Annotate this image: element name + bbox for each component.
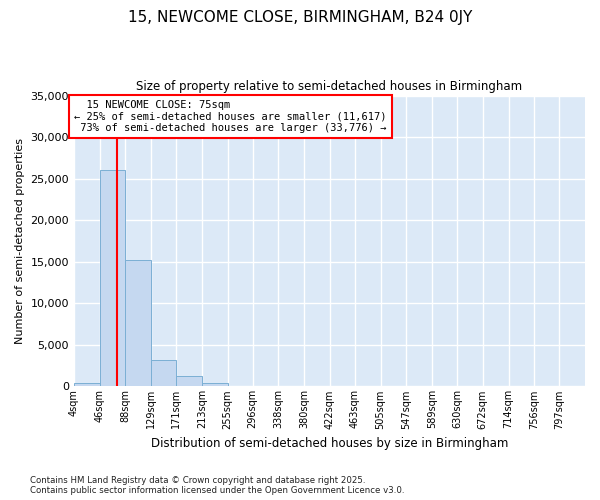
Y-axis label: Number of semi-detached properties: Number of semi-detached properties [15,138,25,344]
Bar [176,376,202,386]
Bar [202,383,227,386]
Bar [74,383,100,386]
Text: Contains HM Land Registry data © Crown copyright and database right 2025.
Contai: Contains HM Land Registry data © Crown c… [30,476,404,495]
Bar [100,170,125,386]
Title: Size of property relative to semi-detached houses in Birmingham: Size of property relative to semi-detach… [136,80,523,93]
Bar [151,360,176,386]
X-axis label: Distribution of semi-detached houses by size in Birmingham: Distribution of semi-detached houses by … [151,437,508,450]
Text: 15, NEWCOME CLOSE, BIRMINGHAM, B24 0JY: 15, NEWCOME CLOSE, BIRMINGHAM, B24 0JY [128,10,472,25]
Bar [125,260,151,386]
Text: 15 NEWCOME CLOSE: 75sqm
← 25% of semi-detached houses are smaller (11,617)
 73% : 15 NEWCOME CLOSE: 75sqm ← 25% of semi-de… [74,100,386,133]
